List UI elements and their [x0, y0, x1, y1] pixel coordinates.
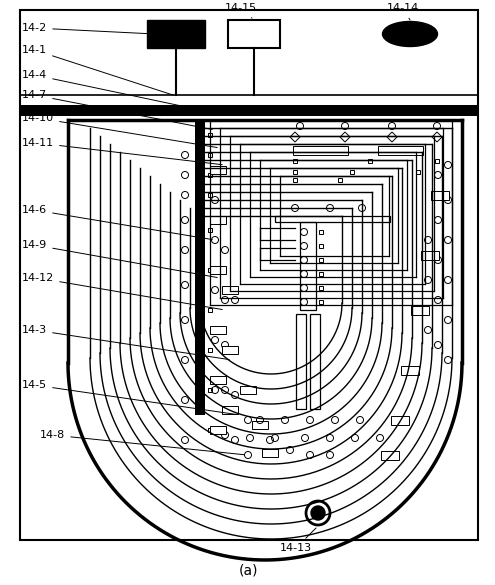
Text: 14-5: 14-5 — [22, 380, 237, 415]
Bar — [222, 346, 238, 354]
Text: 14-6: 14-6 — [22, 205, 212, 239]
Bar — [210, 216, 226, 224]
Text: 14-10: 14-10 — [22, 113, 217, 147]
Bar — [222, 286, 238, 294]
Bar — [147, 20, 205, 48]
Bar — [401, 366, 419, 374]
Bar — [319, 258, 323, 262]
Bar — [293, 178, 297, 182]
Bar — [210, 376, 226, 384]
Text: 14-8: 14-8 — [40, 430, 244, 455]
Text: 14-11: 14-11 — [22, 138, 222, 164]
Bar — [319, 286, 323, 290]
Text: 14-7: 14-7 — [22, 90, 212, 129]
Bar — [208, 268, 212, 272]
Bar — [411, 305, 429, 315]
Text: 14-13: 14-13 — [280, 528, 316, 553]
Bar — [210, 266, 226, 274]
Bar — [319, 244, 323, 248]
Bar — [240, 386, 256, 394]
Bar — [208, 153, 212, 157]
Bar — [208, 388, 212, 392]
Bar — [195, 120, 205, 415]
Bar — [293, 170, 297, 174]
Bar — [421, 250, 439, 260]
Text: 14-2: 14-2 — [22, 23, 152, 34]
Bar — [300, 222, 316, 310]
Bar — [319, 300, 323, 304]
Bar — [210, 426, 226, 434]
Bar — [228, 20, 280, 48]
Bar — [310, 314, 320, 409]
Bar — [275, 216, 390, 222]
Circle shape — [311, 506, 325, 520]
Bar — [293, 146, 347, 154]
Text: 14-14: 14-14 — [387, 3, 419, 20]
Bar — [208, 428, 212, 432]
Bar — [262, 449, 278, 457]
Bar — [368, 159, 372, 163]
Bar — [208, 228, 212, 232]
Bar — [416, 170, 420, 174]
Bar — [435, 159, 439, 163]
Bar — [350, 170, 354, 174]
Bar — [296, 314, 306, 409]
Text: 14-9: 14-9 — [22, 240, 217, 277]
Bar — [431, 191, 449, 199]
Text: 14-1: 14-1 — [22, 45, 173, 95]
Bar — [208, 193, 212, 197]
Bar — [210, 166, 226, 174]
Bar — [381, 450, 399, 459]
Bar — [21, 105, 477, 116]
Bar — [319, 272, 323, 276]
Text: 14-15: 14-15 — [225, 3, 257, 18]
Text: (a): (a) — [238, 563, 258, 577]
Bar — [208, 173, 212, 177]
Bar — [252, 421, 268, 429]
Bar — [338, 178, 342, 182]
Bar — [319, 230, 323, 234]
Text: 14-12: 14-12 — [22, 273, 222, 309]
Bar — [378, 146, 423, 154]
Bar — [222, 406, 238, 414]
Bar — [210, 326, 226, 334]
Bar — [208, 348, 212, 352]
Text: 14-3: 14-3 — [22, 325, 229, 360]
Bar — [293, 159, 297, 163]
Bar — [208, 133, 212, 137]
Bar — [208, 308, 212, 312]
Text: 14-4: 14-4 — [22, 70, 207, 111]
Bar — [391, 415, 409, 425]
Ellipse shape — [383, 22, 438, 46]
